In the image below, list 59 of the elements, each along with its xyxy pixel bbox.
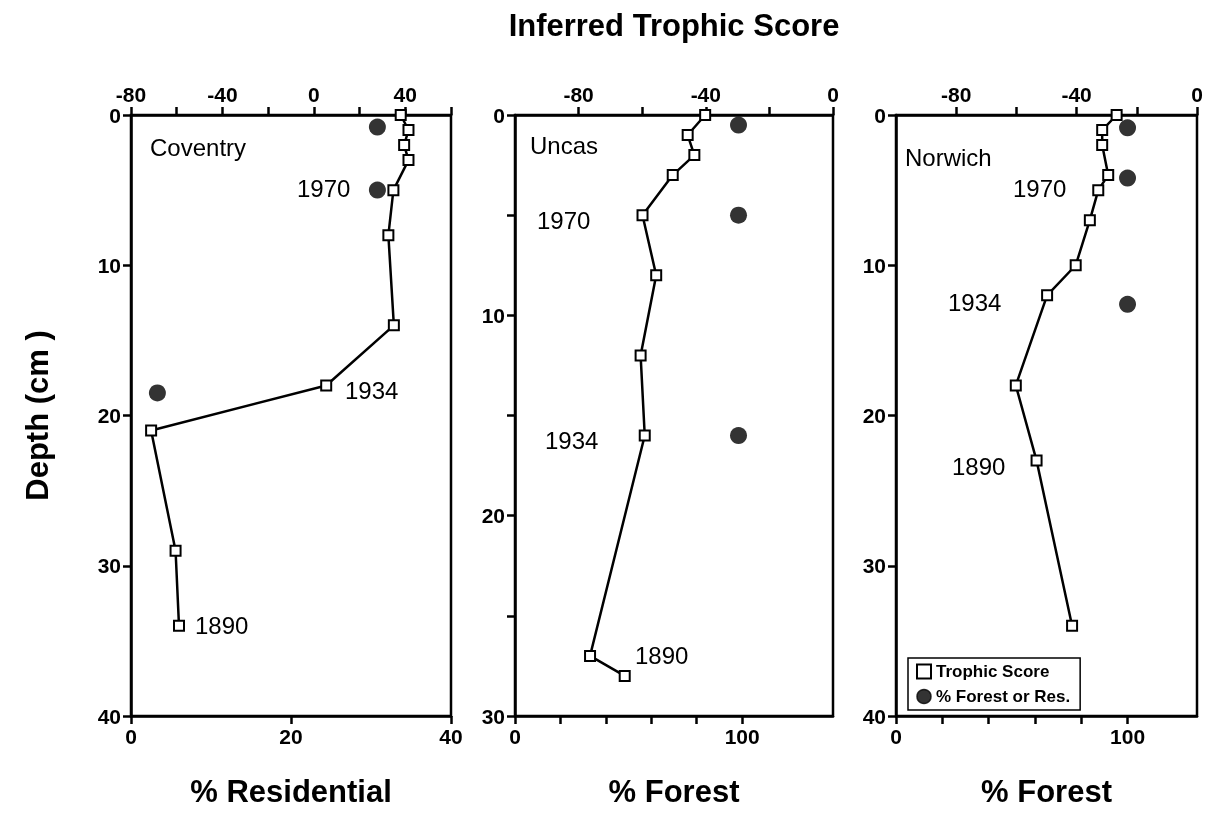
x2-tick-label: -80: [941, 83, 972, 106]
y-tick-label: 0: [493, 103, 505, 127]
y-tick-label: 40: [97, 704, 121, 728]
y-tick-label: 30: [97, 554, 121, 578]
y-tick-label: 20: [97, 404, 121, 427]
annotation: 1890: [195, 611, 249, 639]
x-tick-label: 100: [1110, 725, 1146, 748]
annotation: Norwich: [905, 143, 992, 171]
y-tick-label: 20: [862, 404, 886, 427]
annotation: 1934: [545, 426, 599, 454]
annotation: 1934: [948, 288, 1002, 316]
y-tick-label: 10: [97, 253, 121, 277]
x2-tick-label: -40: [1061, 83, 1092, 106]
x2-tick-label: -80: [115, 83, 147, 106]
x-axis-title: % Forest: [981, 774, 1112, 809]
x-tick-label: 40: [439, 725, 463, 748]
annotation: Uncas: [530, 131, 599, 159]
y-tick-label: 0: [109, 103, 121, 127]
legend-label: Trophic Score: [936, 662, 1050, 681]
y-axis-title: Depth (cm ): [20, 330, 55, 501]
point: [148, 384, 166, 402]
y-tick-label: 0: [874, 103, 886, 127]
y-tick-label: 10: [481, 303, 505, 327]
y-tick-label: 40: [862, 704, 886, 728]
point: [368, 181, 386, 199]
annotation: 1970: [1013, 174, 1067, 202]
x-tick-label: 0: [890, 725, 902, 748]
annotation: 1890: [635, 641, 689, 669]
x2-tick-label: 0: [827, 83, 839, 106]
x-axis-title: % Residential: [190, 774, 392, 809]
y-tick-label: 20: [481, 504, 505, 528]
point: [730, 427, 748, 445]
annotation: Coventry: [150, 133, 247, 161]
x-tick-label: 20: [279, 725, 303, 748]
point: [1119, 169, 1137, 187]
x-tick-label: 0: [509, 725, 521, 748]
x-axis-title: % Forest: [608, 774, 740, 809]
x2-axis-title: Inferred Trophic Score: [508, 8, 840, 43]
x2-tick-label: 40: [393, 83, 417, 106]
x-tick-label: 100: [724, 725, 760, 748]
annotation: 1890: [952, 452, 1006, 480]
x-tick-label: 0: [125, 725, 137, 748]
point: [368, 118, 386, 136]
annotation: 1934: [345, 376, 399, 404]
point: [730, 116, 748, 134]
y-tick-label: 30: [862, 554, 886, 578]
annotation: 1970: [537, 206, 591, 234]
point: [730, 206, 748, 224]
y-tick-label: 30: [481, 704, 505, 728]
x2-tick-label: -80: [563, 83, 594, 106]
x2-tick-label: 0: [1191, 83, 1203, 106]
y-tick-label: 10: [862, 253, 886, 277]
x2-tick-label: 0: [308, 83, 320, 106]
legend-label: % Forest or Res.: [936, 687, 1071, 706]
point: [1119, 119, 1137, 137]
x2-tick-label: -40: [690, 83, 721, 106]
annotation: 1970: [297, 174, 351, 202]
x2-tick-label: -40: [207, 83, 238, 106]
point: [1119, 295, 1137, 313]
